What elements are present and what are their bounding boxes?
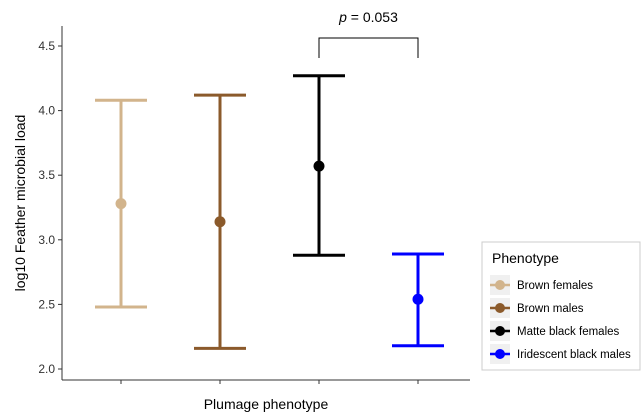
y-ticks: 2.0 2.5 3.0 3.5 4.0 4.5 (38, 39, 62, 376)
mean-point (214, 216, 226, 228)
legend-label: Iridescent black males (517, 349, 631, 361)
legend-label: Brown males (517, 303, 584, 315)
legend-item: Matte black females (490, 321, 620, 341)
legend-label: Brown females (517, 280, 593, 292)
legend-title: Phenotype (492, 250, 559, 266)
p-value-suffix: = 0.053 (347, 9, 398, 25)
legend-items: Brown females Brown males Matte black fema… (490, 275, 631, 364)
error-bar-matte-black-females (293, 74, 345, 257)
y-axis-title: log10 Feather microbial load (12, 115, 28, 292)
y-tick-label: 2.0 (38, 362, 55, 376)
legend-key-point (495, 280, 505, 290)
legend-item: Iridescent black males (490, 344, 631, 364)
p-value-label: p = 0.053 (338, 9, 398, 25)
legend: Phenotype Brown females Brown males Matte … (481, 241, 641, 371)
y-tick-label: 2.5 (38, 297, 55, 311)
legend-item: Brown males (490, 298, 584, 318)
significance-annotation: p = 0.053 (318, 9, 419, 58)
legend-label: Matte black females (517, 326, 620, 338)
error-bar-iridescent-black-males (392, 252, 444, 348)
significance-bracket (318, 37, 419, 58)
error-bar-brown-females (95, 98, 147, 309)
error-bars (95, 74, 444, 350)
mean-point (412, 293, 424, 305)
x-axis-title: Plumage phenotype (204, 396, 329, 412)
y-tick-label: 4.0 (38, 104, 55, 118)
p-value-prefix: p (338, 9, 347, 25)
y-tick-label: 3.0 (38, 233, 55, 247)
y-tick-label: 4.5 (38, 39, 55, 53)
legend-item: Brown females (490, 275, 593, 295)
legend-key-point (495, 303, 505, 313)
x-ticks (120, 380, 419, 384)
error-bar-brown-males (194, 93, 246, 350)
y-tick-label: 3.5 (38, 168, 55, 182)
legend-key-point (495, 326, 505, 336)
mean-point (313, 160, 325, 172)
legend-key-point (495, 349, 505, 359)
mean-point (115, 198, 127, 210)
